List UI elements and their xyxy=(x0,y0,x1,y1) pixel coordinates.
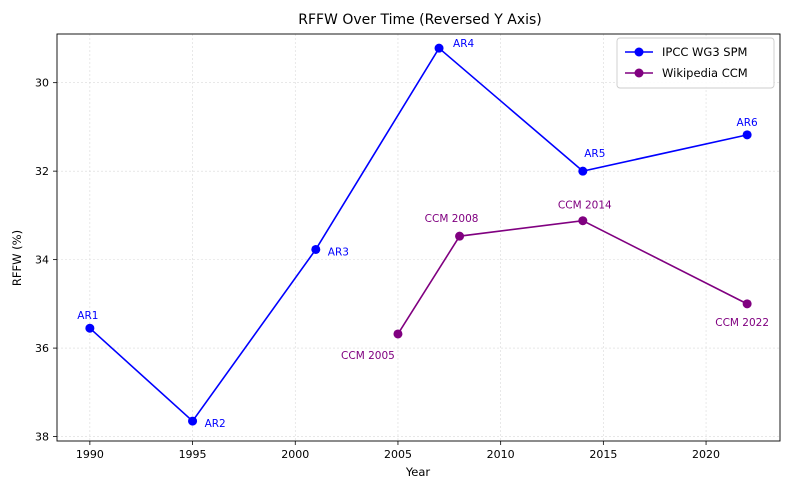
x-tick-label: 2000 xyxy=(281,448,309,461)
x-tick-label: 2015 xyxy=(589,448,617,461)
data-point xyxy=(393,329,403,339)
data-point xyxy=(434,43,444,53)
y-tick-label: 30 xyxy=(35,77,49,90)
series-2: CCM 2005 CCM 2008 CCM 2014 CCM 2022 xyxy=(341,200,769,362)
legend-box xyxy=(616,37,775,89)
data-label: CCM 2022 xyxy=(715,317,769,329)
series-1: AR1 AR2 AR3 AR4 AR5 AR6 xyxy=(77,38,758,430)
data-point xyxy=(742,130,752,140)
data-label: AR1 xyxy=(77,310,98,322)
legend-entry: IPCC WG3 SPM xyxy=(625,45,747,59)
legend-marker xyxy=(634,47,644,57)
legend-entry: Wikipedia CCM xyxy=(625,66,748,80)
data-point xyxy=(85,323,95,333)
legend: IPCC WG3 SPM Wikipedia CCM xyxy=(616,37,775,89)
data-label: CCM 2008 xyxy=(425,213,479,225)
x-axis-title: Year xyxy=(405,465,431,479)
y-tick-label: 32 xyxy=(35,165,49,178)
x-tick-label: 1995 xyxy=(179,448,207,461)
chart-title: RFFW Over Time (Reversed Y Axis) xyxy=(298,12,542,28)
x-tick-label: 1990 xyxy=(76,448,104,461)
tick-layer: 1990 1995 2000 2005 2010 2015 2020 30 32 34 36 38 xyxy=(35,77,720,461)
data-label: AR2 xyxy=(205,418,226,430)
x-tick-label: 2010 xyxy=(487,448,515,461)
y-axis-title: RFFW (%) xyxy=(10,230,24,286)
data-point xyxy=(311,244,321,254)
data-label: AR3 xyxy=(328,246,349,258)
data-point xyxy=(578,166,588,176)
data-label: AR4 xyxy=(453,38,474,50)
x-tick-label: 2020 xyxy=(692,448,720,461)
data-label: CCM 2014 xyxy=(558,200,612,212)
legend-label: Wikipedia CCM xyxy=(662,66,748,80)
data-point xyxy=(578,216,588,226)
series-line xyxy=(397,219,748,335)
legend-label: IPCC WG3 SPM xyxy=(662,45,747,59)
y-tick-label: 38 xyxy=(35,431,49,444)
y-tick-label: 36 xyxy=(35,342,49,355)
y-tick-label: 34 xyxy=(35,254,49,267)
data-point xyxy=(188,416,198,426)
legend-marker xyxy=(634,68,644,78)
data-point xyxy=(742,299,752,309)
x-tick-label: 2005 xyxy=(384,448,412,461)
data-label: AR5 xyxy=(584,148,605,160)
data-point xyxy=(455,231,465,241)
data-label: CCM 2005 xyxy=(341,350,395,362)
series-line xyxy=(89,46,748,423)
data-label: AR6 xyxy=(737,117,758,129)
plot-frame xyxy=(56,33,781,442)
